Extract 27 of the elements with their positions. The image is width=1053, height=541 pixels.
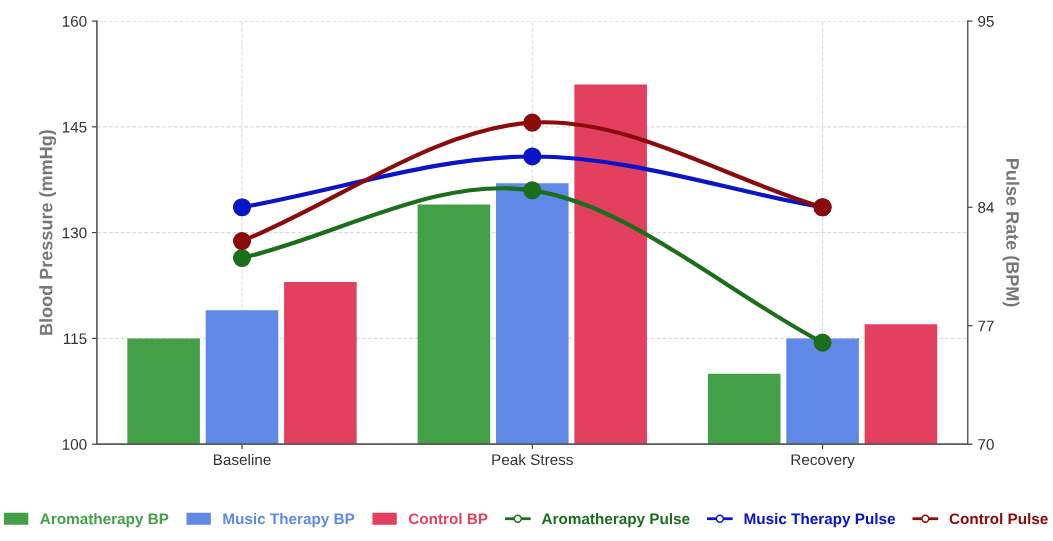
y-tick-label: 130 — [62, 227, 87, 239]
y2-axis-title: Pulse Rate (BPM) — [1002, 159, 1020, 307]
x-tick-label: Baseline — [213, 453, 271, 466]
point — [232, 232, 252, 251]
y2-tick-label: 77 — [978, 320, 994, 332]
legend-label: Music Therapy BP — [223, 513, 355, 528]
legend-label: Control BP — [408, 513, 488, 525]
legend-label: Music Therapy Pulse — [744, 513, 896, 528]
point — [523, 181, 542, 200]
y-axis-title: Blood Pressure (mmHg) — [39, 130, 57, 335]
point — [523, 113, 542, 132]
y2-tick-label: 70 — [978, 439, 994, 450]
y-tick-label: 145 — [62, 121, 87, 133]
y-tick-label: 160 — [62, 15, 87, 27]
point — [232, 198, 252, 217]
y2-tick-label: 95 — [978, 15, 994, 27]
x-tick-label: Peak Stress — [492, 453, 573, 466]
point — [813, 333, 832, 352]
y-tick-label: 115 — [63, 333, 87, 345]
legend-label: Aromatherapy Pulse — [541, 513, 690, 528]
x-tick-label: Recovery — [791, 454, 855, 469]
legend-label: Control Pulse — [949, 513, 1048, 525]
y2-tick-label: 84 — [978, 202, 994, 213]
y-tick-label: 100 — [62, 439, 87, 450]
point — [232, 248, 252, 268]
point — [523, 147, 542, 166]
legend-label: Aromatherapy BP — [40, 513, 169, 528]
